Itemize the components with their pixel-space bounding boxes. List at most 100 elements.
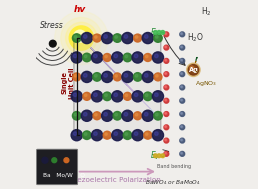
Circle shape (103, 92, 111, 101)
Circle shape (133, 73, 142, 81)
Circle shape (152, 130, 164, 141)
Circle shape (123, 131, 132, 139)
Circle shape (180, 112, 185, 116)
Circle shape (114, 54, 118, 58)
FancyBboxPatch shape (37, 149, 78, 185)
Circle shape (115, 113, 117, 116)
Circle shape (165, 86, 167, 88)
Circle shape (164, 138, 169, 143)
Circle shape (165, 46, 167, 48)
Circle shape (161, 154, 165, 158)
Circle shape (132, 52, 143, 63)
Circle shape (164, 72, 169, 77)
Circle shape (144, 53, 152, 61)
Circle shape (125, 55, 128, 58)
Circle shape (155, 113, 158, 116)
Circle shape (81, 110, 92, 121)
Circle shape (155, 93, 158, 97)
Circle shape (142, 33, 154, 44)
Circle shape (105, 55, 107, 58)
Circle shape (165, 99, 167, 101)
Circle shape (152, 91, 164, 102)
Circle shape (165, 152, 167, 154)
Circle shape (83, 131, 91, 139)
Circle shape (165, 139, 167, 141)
Circle shape (122, 71, 133, 82)
Circle shape (104, 112, 107, 116)
Circle shape (180, 72, 185, 77)
Circle shape (103, 131, 111, 139)
Circle shape (161, 30, 165, 34)
Circle shape (180, 58, 185, 63)
Circle shape (181, 99, 182, 101)
Circle shape (122, 110, 133, 121)
Circle shape (180, 151, 185, 156)
Circle shape (124, 74, 128, 77)
Circle shape (152, 52, 164, 63)
Circle shape (124, 92, 132, 100)
Circle shape (146, 55, 148, 58)
Circle shape (180, 138, 185, 143)
Text: Ag: Ag (189, 67, 198, 73)
Circle shape (113, 112, 122, 120)
Circle shape (134, 93, 138, 97)
Circle shape (164, 85, 169, 90)
Circle shape (190, 66, 194, 70)
Circle shape (142, 71, 154, 82)
Circle shape (103, 53, 111, 61)
Circle shape (135, 36, 138, 38)
Circle shape (123, 53, 132, 62)
Circle shape (145, 94, 148, 97)
Circle shape (83, 53, 91, 62)
Circle shape (95, 36, 97, 38)
Circle shape (181, 46, 182, 48)
Circle shape (164, 32, 169, 37)
Circle shape (164, 125, 169, 130)
Circle shape (93, 73, 101, 81)
Text: $E_c$: $E_c$ (150, 26, 160, 39)
Circle shape (74, 74, 77, 77)
Circle shape (81, 71, 92, 82)
Circle shape (154, 112, 162, 120)
Circle shape (73, 54, 77, 58)
Circle shape (165, 59, 167, 61)
Circle shape (94, 93, 97, 97)
Text: H$_2$O: H$_2$O (187, 32, 204, 44)
Circle shape (134, 54, 138, 58)
FancyArrowPatch shape (196, 57, 197, 60)
Circle shape (181, 152, 182, 154)
Circle shape (155, 36, 158, 38)
FancyBboxPatch shape (74, 35, 161, 138)
Circle shape (84, 74, 87, 77)
Circle shape (104, 74, 107, 77)
Circle shape (144, 35, 148, 38)
Circle shape (72, 112, 81, 120)
Circle shape (81, 33, 92, 44)
Circle shape (165, 112, 167, 114)
Circle shape (102, 33, 113, 44)
Circle shape (69, 26, 93, 50)
Circle shape (61, 17, 102, 59)
Circle shape (124, 112, 128, 116)
Circle shape (181, 112, 182, 114)
Circle shape (94, 132, 97, 135)
Circle shape (164, 112, 169, 116)
Text: AgNO$_3$: AgNO$_3$ (195, 79, 218, 88)
Circle shape (164, 151, 169, 156)
Circle shape (74, 36, 77, 38)
Circle shape (164, 45, 169, 50)
Circle shape (187, 63, 200, 77)
Circle shape (52, 158, 57, 163)
Circle shape (102, 71, 113, 82)
Circle shape (134, 132, 138, 135)
Circle shape (180, 125, 185, 130)
Circle shape (55, 11, 108, 65)
Text: Stress: Stress (40, 21, 63, 30)
Circle shape (91, 91, 103, 102)
Circle shape (157, 30, 161, 34)
FancyArrowPatch shape (196, 71, 197, 72)
Circle shape (84, 94, 87, 97)
Circle shape (144, 74, 148, 77)
Circle shape (181, 86, 182, 88)
Circle shape (164, 98, 169, 103)
